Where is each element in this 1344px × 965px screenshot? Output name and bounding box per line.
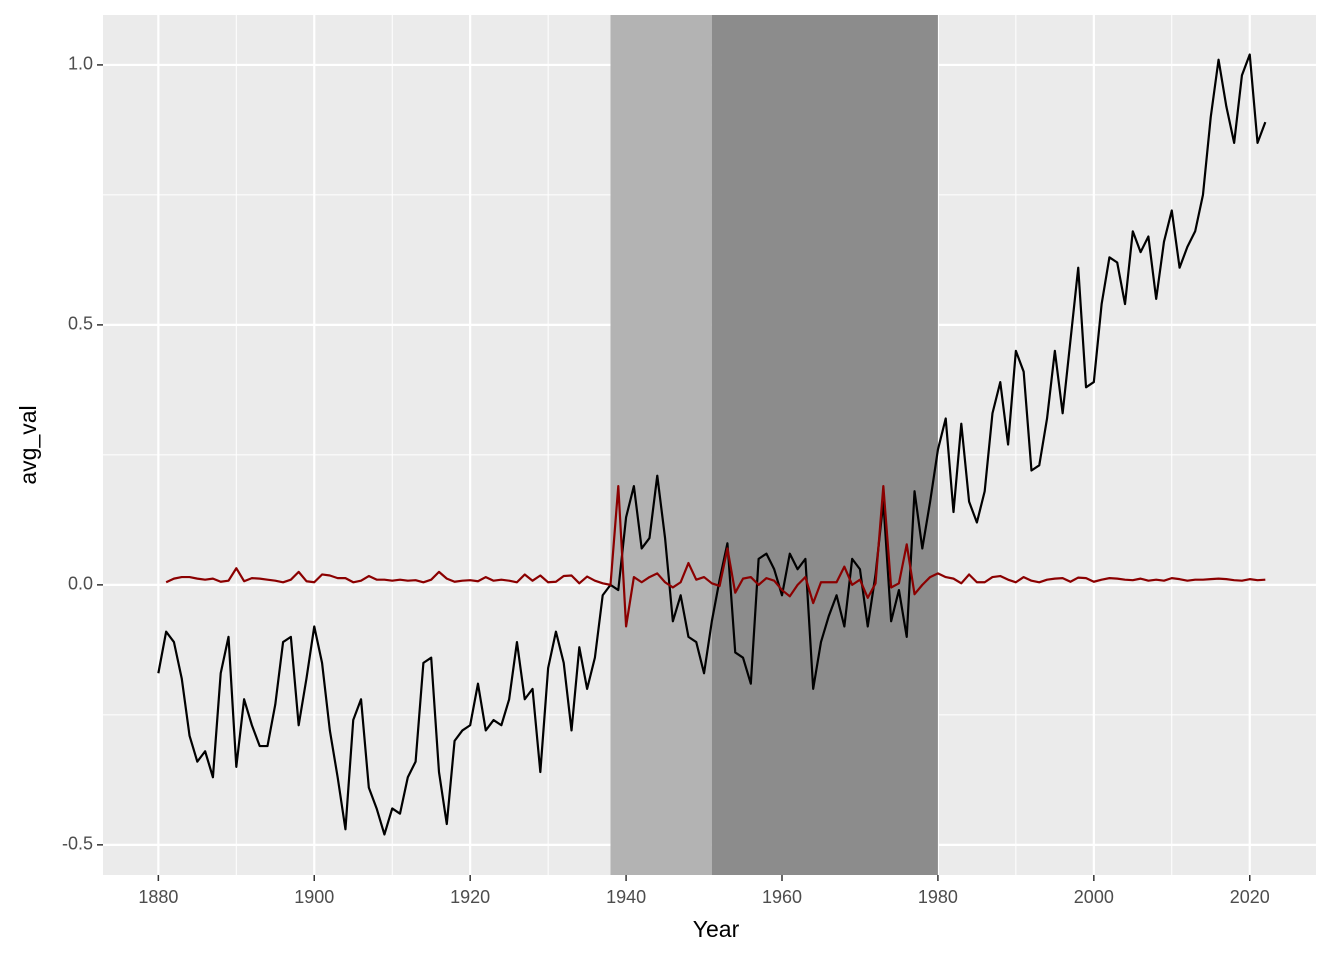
x-tick-label: 1880 bbox=[138, 887, 178, 907]
x-tick-label: 1920 bbox=[450, 887, 490, 907]
shaded-region bbox=[711, 15, 938, 875]
shaded-region bbox=[610, 15, 712, 875]
x-tick-label: 2020 bbox=[1230, 887, 1270, 907]
y-tick-label: 1.0 bbox=[68, 54, 93, 74]
x-tick-label: 1960 bbox=[762, 887, 802, 907]
x-tick-label: 1940 bbox=[606, 887, 646, 907]
line-series bbox=[165, 484, 1266, 628]
x-tick-label: 2000 bbox=[1074, 887, 1114, 907]
line-series bbox=[157, 53, 1267, 836]
x-axis-title: Year bbox=[693, 916, 740, 942]
y-axis-title: avg_val bbox=[15, 405, 41, 484]
x-tick-label: 1980 bbox=[918, 887, 958, 907]
y-tick-label: 0.5 bbox=[68, 314, 93, 334]
x-tick-label: 1900 bbox=[294, 887, 334, 907]
y-tick-label: 0.0 bbox=[68, 574, 93, 594]
y-tick-label: -0.5 bbox=[62, 834, 93, 854]
